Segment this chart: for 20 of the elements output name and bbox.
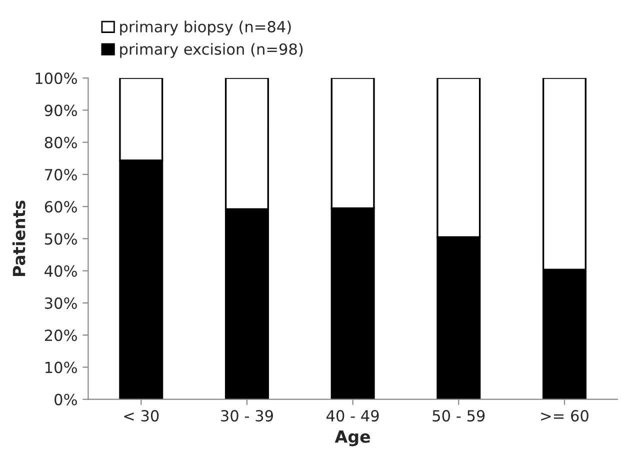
- y-tick-label: 60%: [44, 201, 77, 213]
- y-tick-label: 50%: [45, 233, 77, 245]
- y-tick-label: 20%: [44, 330, 77, 342]
- y-tick-label: 30%: [44, 297, 77, 309]
- x-tick-label: >= 60: [541, 410, 588, 422]
- legend-label: primary excision (n=98): [120, 43, 303, 58]
- y-axis-title: Patients: [12, 200, 26, 276]
- y-tick-label: 100%: [36, 72, 77, 84]
- x-axis-title: Age: [334, 430, 370, 446]
- y-tick-label: 70%: [45, 168, 77, 180]
- y-tick-label: 10%: [46, 362, 77, 374]
- y-tick-label: 80%: [44, 136, 77, 148]
- x-tick-label: 30 - 39: [221, 410, 273, 422]
- x-tick-label: 40 - 49: [326, 410, 379, 422]
- x-tick-label: < 30: [124, 410, 159, 422]
- y-tick-label: 90%: [44, 104, 77, 116]
- y-tick-label: 40%: [44, 265, 77, 277]
- x-tick-label: 50 - 59: [432, 410, 485, 422]
- y-tick-label: 0%: [54, 394, 77, 406]
- legend-label: primary biopsy (n=84): [120, 20, 291, 36]
